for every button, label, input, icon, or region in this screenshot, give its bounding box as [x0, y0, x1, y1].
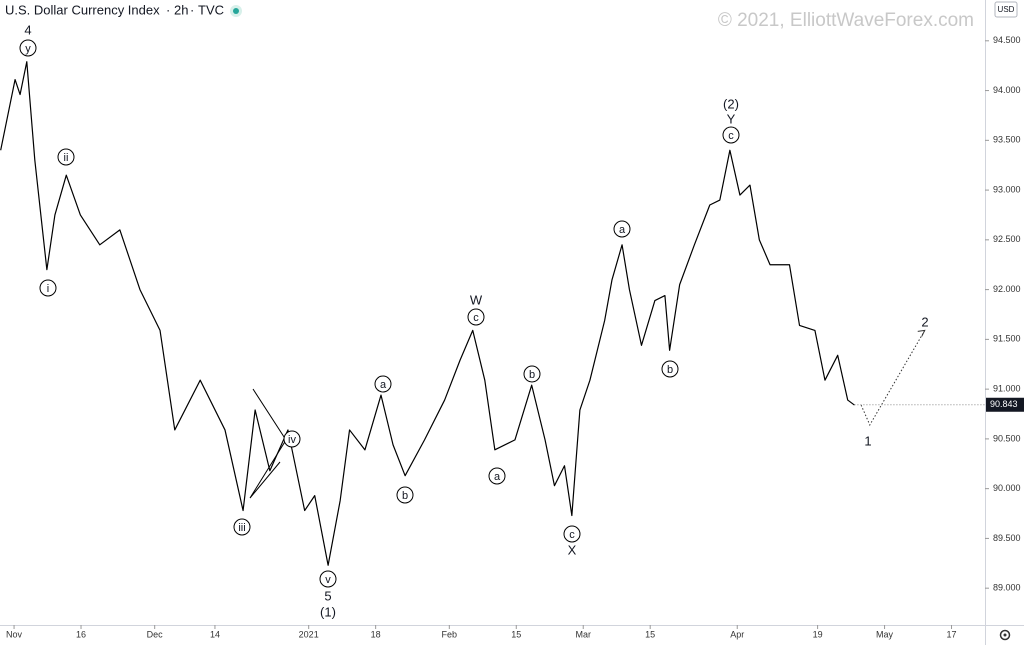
- status-dot: [233, 8, 239, 14]
- gear-center: [1003, 633, 1007, 637]
- wave-label: iv: [288, 434, 296, 446]
- y-tick-label: 92.500: [993, 234, 1021, 244]
- interval: 2h: [174, 2, 188, 17]
- last-price-box: [986, 397, 1024, 412]
- wave-circle: [319, 570, 337, 588]
- wave-label: c: [473, 312, 479, 324]
- source: TVC: [198, 2, 224, 17]
- x-tick-label: Nov: [6, 629, 23, 639]
- wave-circle: [613, 220, 631, 238]
- wave-label: b: [529, 369, 535, 381]
- wave-label: b: [402, 490, 408, 502]
- currency-box[interactable]: [994, 1, 1018, 18]
- x-tick-label: 16: [76, 629, 86, 639]
- x-tick-label: 2021: [299, 629, 319, 639]
- y-tick-label: 90.000: [993, 483, 1021, 493]
- x-tick-label: Dec: [147, 629, 164, 639]
- wave-label: (1): [320, 604, 336, 619]
- x-tick-label: 18: [371, 629, 381, 639]
- x-tick-label: Feb: [442, 629, 458, 639]
- price-line: [0, 61, 855, 566]
- watermark: © 2021, ElliottWaveForex.com: [718, 10, 974, 31]
- projection-arrow: [917, 329, 926, 337]
- y-tick-label: 89.000: [993, 583, 1021, 593]
- wave-label: X: [568, 542, 577, 557]
- y-tick-label: 93.500: [993, 135, 1021, 145]
- wave-circle: [39, 279, 57, 297]
- wave-circle: [488, 467, 506, 485]
- wave-label: a: [380, 379, 387, 391]
- wave-label: y: [25, 43, 31, 55]
- x-tick-label: Mar: [575, 629, 591, 639]
- wave-label: W: [470, 292, 483, 307]
- wave-label: 5: [324, 588, 331, 603]
- x-tick-label: 14: [210, 629, 220, 639]
- wave-circle: [19, 39, 37, 57]
- x-tick-label: 15: [511, 629, 521, 639]
- y-tick-label: 90.500: [993, 433, 1021, 443]
- wave-label: a: [494, 471, 501, 483]
- wave-label: 1: [864, 433, 871, 448]
- wave-circle: [661, 360, 679, 378]
- wave-circle: [233, 518, 251, 536]
- dot-separator: ·: [166, 2, 170, 17]
- gear-ring: [999, 629, 1011, 641]
- wave-circle: [722, 126, 740, 144]
- wave-label: iii: [238, 522, 245, 534]
- x-tick-label: Apr: [730, 629, 744, 639]
- y-tick-label: 91.500: [993, 334, 1021, 344]
- wave-label: c: [569, 529, 575, 541]
- currency-label: USD: [998, 5, 1015, 14]
- dot-separator: ·: [190, 2, 194, 17]
- y-tick-label: 94.000: [993, 85, 1021, 95]
- y-tick-label: 94.500: [993, 35, 1021, 45]
- wave-label: ii: [64, 152, 69, 164]
- y-tick-label: 93.000: [993, 184, 1021, 194]
- wave-circle: [396, 486, 414, 504]
- wave-label: 4: [24, 22, 31, 37]
- wave-circle: [563, 525, 581, 543]
- wave-label: i: [47, 283, 49, 295]
- wave-label: 2: [921, 314, 928, 329]
- chart-title: U.S. Dollar Currency Index: [5, 2, 160, 17]
- y-tick-label: 89.500: [993, 533, 1021, 543]
- wave-circle: [467, 308, 485, 326]
- wave-label: Y: [727, 111, 736, 126]
- wave-circle: [523, 365, 541, 383]
- x-tick-label: May: [876, 629, 894, 639]
- settings-icon[interactable]: [999, 629, 1011, 641]
- y-tick-label: 92.000: [993, 284, 1021, 294]
- triangle-pattern: [249, 388, 287, 499]
- x-tick-label: 17: [947, 629, 957, 639]
- projection-line: [860, 330, 926, 427]
- wave-label: c: [728, 130, 734, 142]
- wave-label: (2): [723, 96, 739, 111]
- wave-label: v: [325, 574, 331, 586]
- y-tick-label: 91.000: [993, 384, 1021, 394]
- last-price-label: 90.843: [990, 399, 1018, 409]
- wave-circle: [57, 148, 75, 166]
- wave-label: b: [667, 364, 673, 376]
- x-tick-label: 15: [645, 629, 655, 639]
- x-tick-label: 19: [813, 629, 823, 639]
- wave-circle: [374, 375, 392, 393]
- wave-label: a: [619, 224, 626, 236]
- wave-circle: [283, 430, 301, 448]
